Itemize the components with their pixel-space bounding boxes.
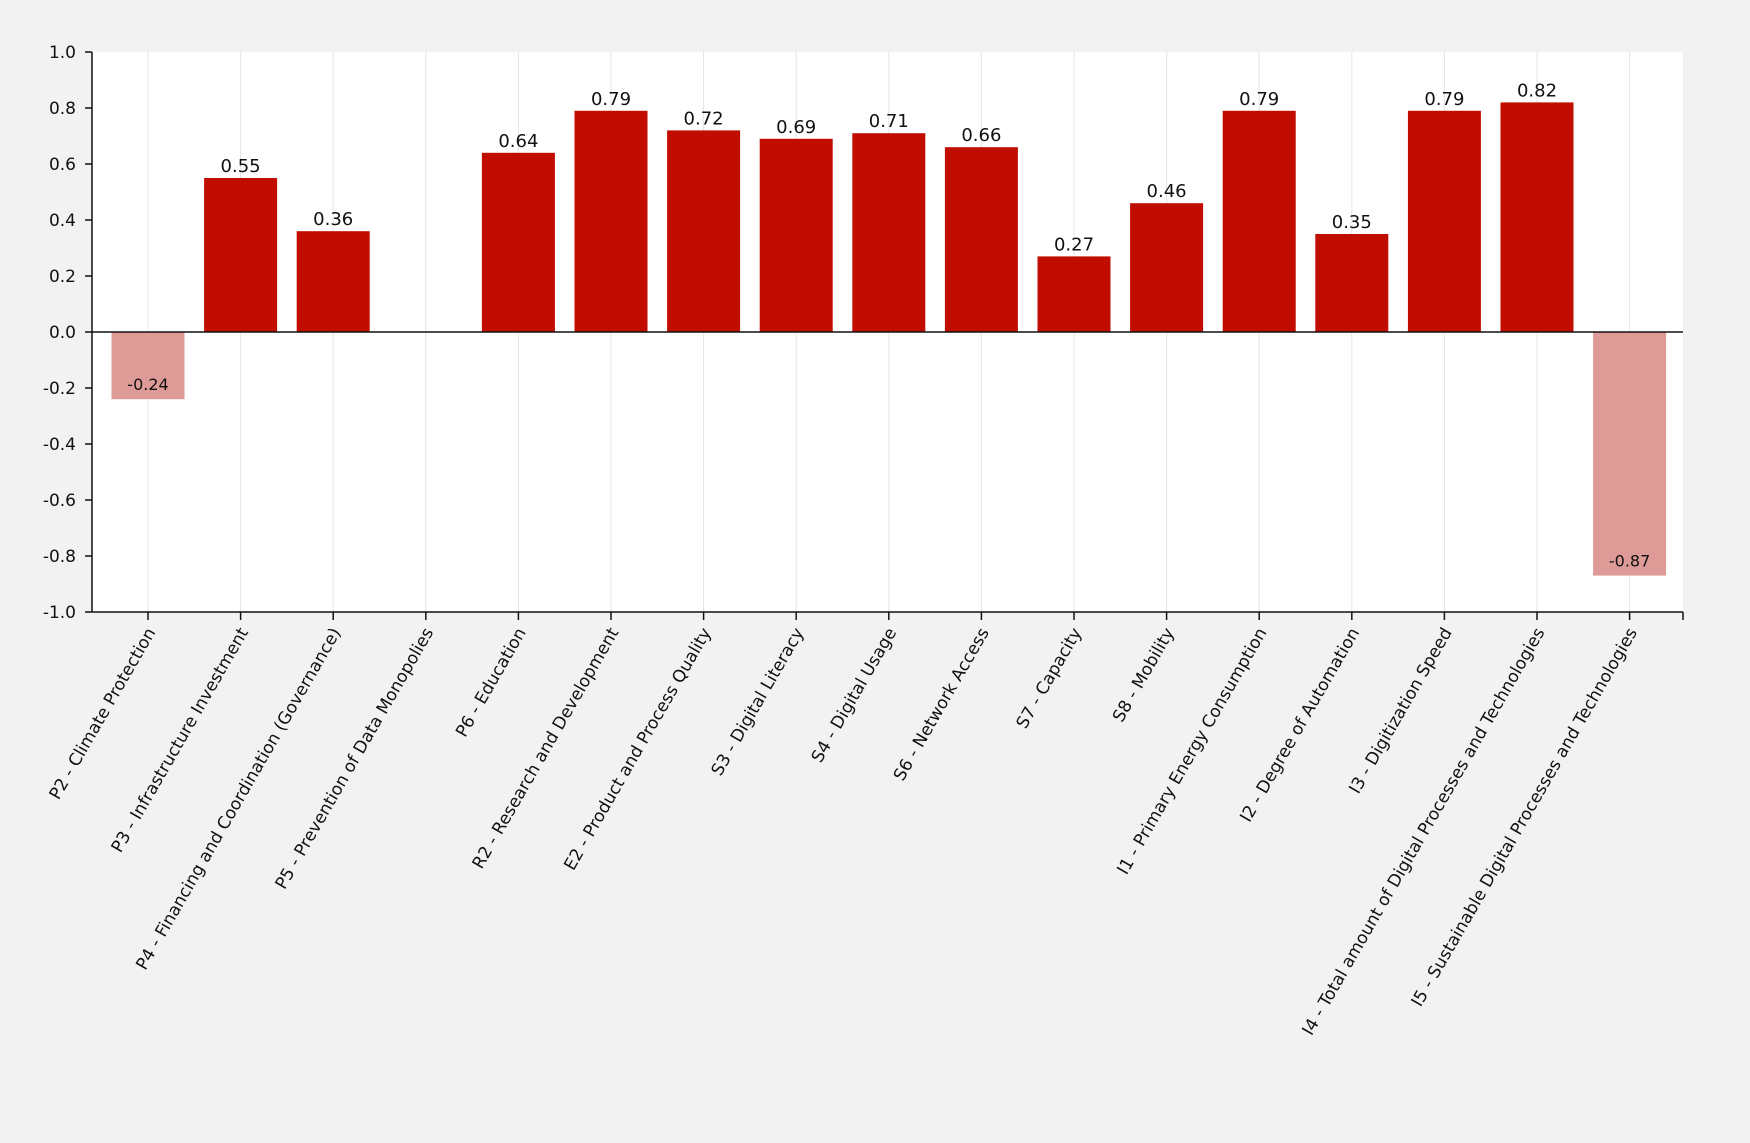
bar <box>1130 203 1204 332</box>
x-tick-label: P6 - Education <box>452 625 531 741</box>
y-tick-label: -0.2 <box>43 379 76 399</box>
bar <box>759 138 833 332</box>
value-label: 0.35 <box>1332 212 1372 233</box>
x-tick-label: P4 - Financing and Coordination (Governa… <box>132 625 345 974</box>
x-tick-label: P2 - Climate Protection <box>46 625 161 804</box>
x-tick-label: P5 - Prevention of Data Monopolies <box>272 624 439 892</box>
x-tick-label: S8 - Mobility <box>1109 625 1179 726</box>
value-label: 0.82 <box>1517 80 1557 101</box>
value-label: 0.79 <box>591 89 631 110</box>
bars <box>111 102 1667 576</box>
y-tick-label: 0.2 <box>49 267 76 287</box>
bar <box>481 152 555 332</box>
value-label: 0.71 <box>869 111 909 132</box>
value-labels: -0.24 0.55 0.36 0.64 0.79 0.72 0.69 0.71 0.66 0.2… <box>127 80 1650 570</box>
y-tick-label: 0.0 <box>49 323 76 343</box>
bar <box>667 130 741 332</box>
x-tick-label: S7 - Capacity <box>1013 625 1087 733</box>
y-tick-label: -0.8 <box>43 547 76 567</box>
bar <box>1222 110 1296 332</box>
x-tick-label: S3 - Digital Literacy <box>708 625 809 780</box>
y-tick-label: -1.0 <box>43 603 76 623</box>
x-tick-label: I1 - Primary Energy Consumption <box>1114 625 1272 879</box>
bar <box>1407 110 1481 332</box>
value-label: 0.55 <box>221 156 261 177</box>
value-label: 0.66 <box>961 125 1001 146</box>
value-label: 0.79 <box>1424 89 1464 110</box>
bar <box>852 133 926 332</box>
y-tick-label: 0.8 <box>49 99 76 119</box>
x-tick-label: I3 - Digitization Speed <box>1345 625 1456 798</box>
y-tick-label: 0.6 <box>49 155 76 175</box>
bar <box>111 332 185 400</box>
y-axis-ticks: 1.0 0.8 0.6 0.4 0.2 0.0 -0.2 -0.4 -0.6 -0.8 -1.0 <box>43 43 92 623</box>
bar <box>1500 102 1574 333</box>
bar <box>1315 234 1389 332</box>
value-label: 0.64 <box>498 131 538 152</box>
bar <box>574 110 648 332</box>
value-label: 0.72 <box>684 108 724 129</box>
y-tick-label: 0.4 <box>49 211 76 231</box>
bar <box>944 147 1018 332</box>
y-tick-label: 1.0 <box>49 43 76 63</box>
y-tick-label: -0.6 <box>43 491 76 511</box>
x-tick-label: S4 - Digital Usage <box>808 625 901 767</box>
x-tick-label: S6 - Network Access <box>890 624 994 784</box>
bar <box>204 178 278 332</box>
value-label: 0.69 <box>776 117 816 138</box>
y-tick-label: -0.4 <box>43 435 76 455</box>
value-label: 0.36 <box>313 209 353 230</box>
value-label: -0.24 <box>127 375 168 394</box>
value-label: 0.27 <box>1054 234 1094 255</box>
value-label: 0.79 <box>1239 89 1279 110</box>
bar <box>296 231 370 332</box>
value-label: -0.87 <box>1609 552 1650 571</box>
value-label: 0.46 <box>1147 181 1187 202</box>
bar <box>1593 332 1667 576</box>
bar <box>1037 256 1111 332</box>
